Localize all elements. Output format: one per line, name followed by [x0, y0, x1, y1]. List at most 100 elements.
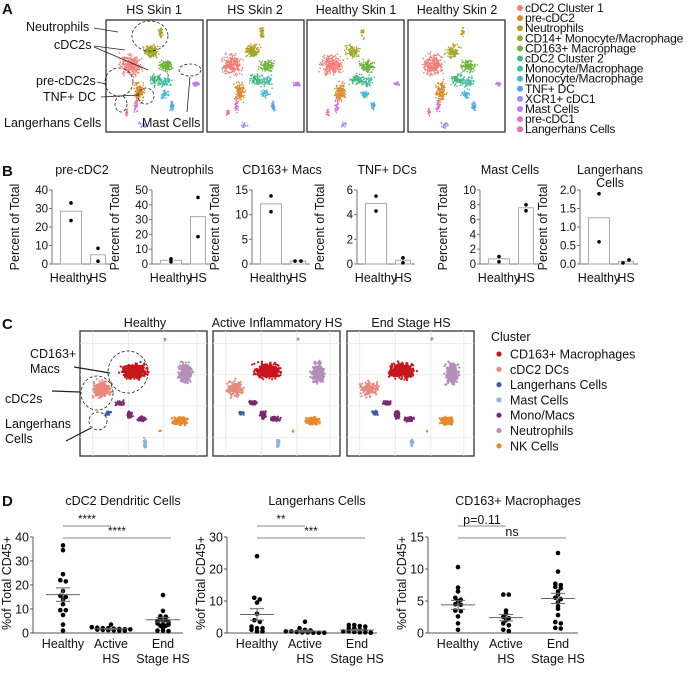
umap-cell-point — [271, 64, 273, 66]
umap-cell-point — [334, 88, 336, 90]
umap-cell-point — [264, 91, 266, 93]
umap-cell-point — [471, 106, 473, 108]
umap-cell-point — [133, 65, 135, 67]
umap-cell-point — [454, 51, 456, 53]
umap-cell-point — [225, 73, 227, 75]
umap-cell-point — [256, 48, 258, 50]
x-category-label: HS — [89, 271, 106, 285]
data-point — [597, 240, 601, 244]
umap-cell-point — [338, 67, 340, 69]
umap-cell-point — [327, 111, 329, 113]
umap-cell-point — [437, 102, 439, 104]
umap-cell-point — [247, 46, 249, 48]
umap-cell-point — [440, 83, 442, 85]
umap-cell-point — [247, 125, 249, 127]
umap-cell-point — [332, 64, 334, 66]
umap-cell-point — [450, 57, 452, 59]
panel-a-umap: HS Skin 1 HS Skin 2 Healthy Skin 1 Healt… — [4, 1, 684, 136]
umap-cell-point — [356, 46, 358, 48]
umap-cell-point — [169, 68, 171, 70]
umap-cell-point — [134, 71, 136, 73]
umap-cell-point — [430, 62, 432, 64]
umap-cell-point — [338, 71, 340, 73]
umap-cell-point — [265, 97, 267, 99]
umap-cell-point — [134, 85, 136, 87]
umap-cell-point — [352, 83, 354, 85]
umap-cell-point — [327, 66, 329, 68]
umap-cell-point — [133, 59, 135, 61]
umap-cell-point — [234, 98, 236, 100]
umap-cell-point — [456, 52, 458, 54]
umap-cell-point — [463, 76, 465, 78]
umap-cell-point — [366, 91, 368, 93]
umap-cell-point — [464, 96, 466, 98]
umap-cell-point — [258, 83, 260, 85]
umap-cell-point — [133, 69, 135, 71]
umap-cell-point — [360, 81, 362, 83]
umap-cell-point — [257, 46, 259, 48]
umap-cell-point — [254, 83, 256, 85]
umap-cell-point — [455, 51, 457, 53]
umap-cell-point — [242, 122, 244, 124]
umap-cell-point — [435, 59, 437, 61]
umap-cell-point — [235, 102, 237, 104]
umap-cell-point — [335, 55, 337, 57]
umap-cell-point — [457, 75, 459, 77]
umap-cell-point — [197, 83, 199, 85]
umap-cell-point — [468, 93, 470, 95]
legend-swatch — [517, 15, 523, 21]
umap-cell-point — [336, 112, 338, 114]
x-category-label: Healthy — [578, 271, 621, 285]
umap-cell-point — [240, 99, 242, 101]
umap-cell-point — [128, 58, 130, 60]
umap-cell-point — [165, 97, 167, 99]
umap-cell-point — [423, 67, 425, 69]
umap-cell-point — [123, 71, 125, 73]
umap-cell-point — [173, 108, 175, 110]
umap-cell-point — [264, 80, 266, 82]
data-point — [269, 210, 273, 214]
umap-cell-point — [253, 56, 255, 58]
umap-cell-point — [126, 378, 128, 380]
umap-cell-point — [155, 53, 157, 55]
umap-cell-point — [271, 70, 273, 72]
umap-cell-point — [236, 112, 238, 114]
umap-title-healthy-skin-1: Healthy Skin 1 — [316, 3, 397, 17]
umap-cell-point — [234, 63, 236, 65]
umap-cell-point — [253, 51, 255, 53]
legend-swatch — [517, 116, 523, 122]
umap-cell-point — [263, 92, 265, 94]
umap-cell-point — [364, 78, 366, 80]
umap-cell-point — [142, 82, 144, 84]
umap-cell-point — [455, 49, 457, 51]
umap-cell-point — [439, 94, 441, 96]
umap-cell-point — [341, 65, 343, 67]
umap-cell-point — [434, 74, 436, 76]
umap-cell-point — [235, 110, 237, 112]
umap-cell-point — [343, 84, 345, 86]
y-axis-label: Percent of Total — [436, 184, 450, 271]
umap-cell-point — [344, 97, 346, 99]
panel-label-d: D — [2, 493, 13, 510]
umap-cell-point — [162, 93, 164, 95]
umap-cell-point — [343, 90, 345, 92]
umap-cell-point — [160, 97, 162, 99]
umap-cell-point — [466, 66, 468, 68]
umap-cell-point — [254, 45, 256, 47]
umap-cell-point — [344, 123, 346, 125]
umap-cell-point — [259, 81, 261, 83]
umap-cell-point — [461, 33, 463, 35]
umap-cell-point — [226, 56, 228, 58]
umap-cell-point — [163, 70, 165, 72]
umap-cell-point — [141, 58, 143, 60]
annotation-langerhans-cells: Langerhans Cells — [4, 116, 101, 130]
umap-cell-point — [395, 84, 397, 86]
umap-cell-point — [440, 98, 442, 100]
umap-cell-point — [455, 76, 457, 78]
umap-cell-point — [430, 59, 432, 61]
umap-cell-point — [135, 74, 137, 76]
umap-cell-point — [470, 61, 472, 63]
umap-cell-point — [142, 100, 144, 102]
umap-cell-point — [106, 387, 108, 389]
